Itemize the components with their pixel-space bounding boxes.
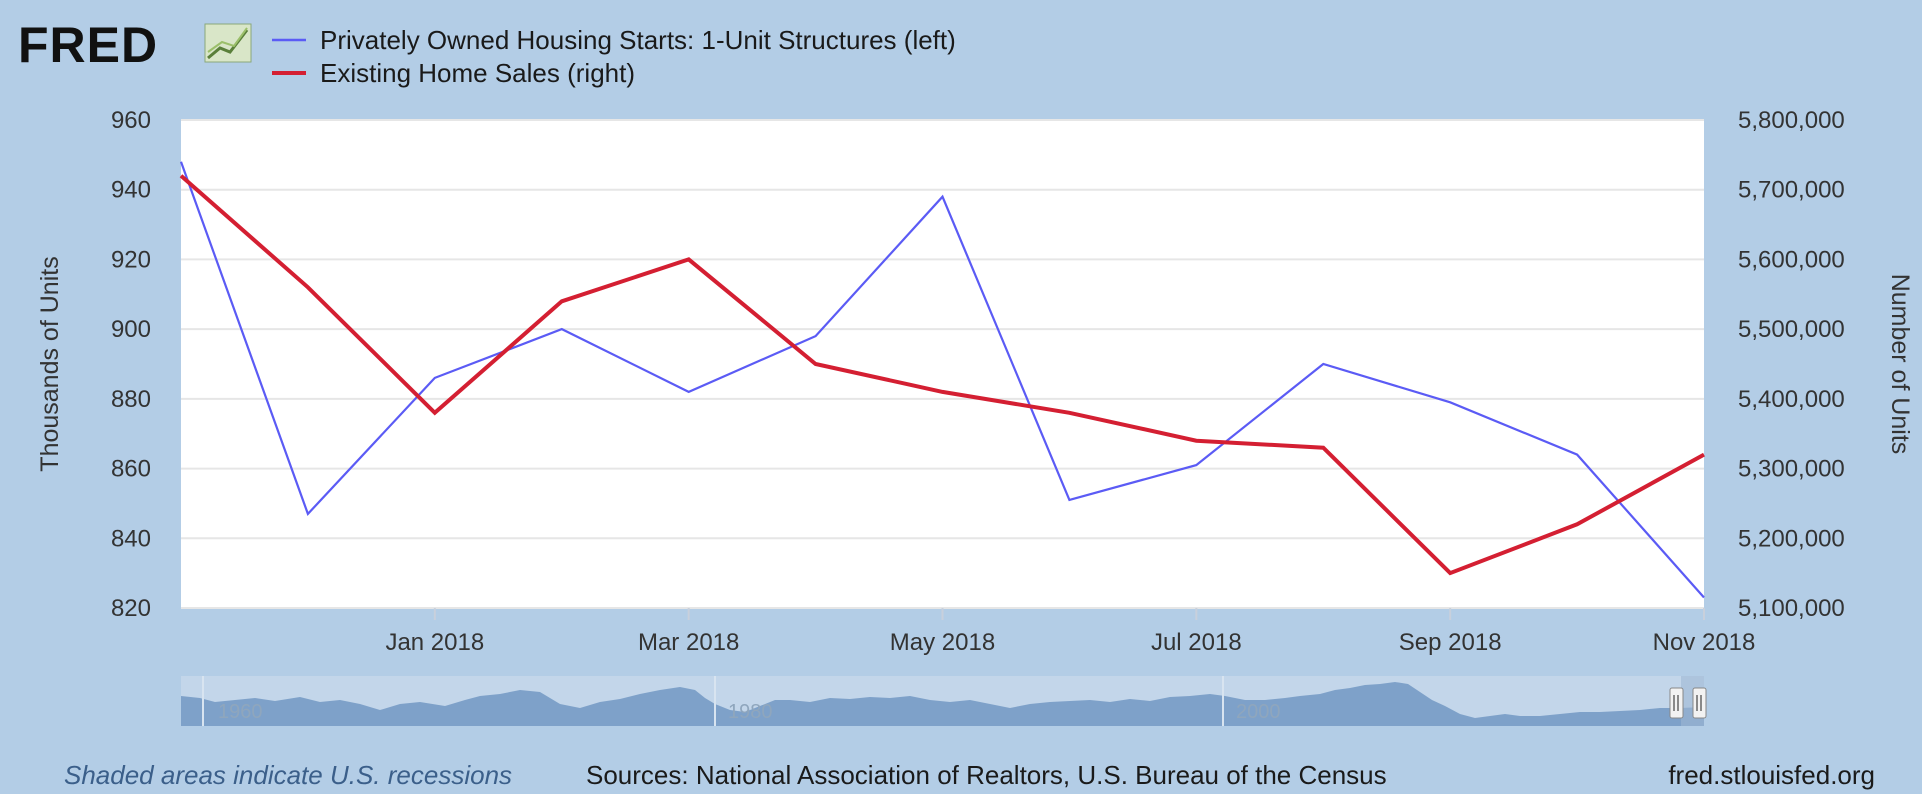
y-axis-right: 5,800,000 5,700,000 5,600,000 5,500,000 5,40… (1738, 107, 1845, 622)
y2-tick-label: 5,100,000 (1738, 595, 1845, 622)
y-tick-label: 940 (111, 177, 151, 204)
x-tick-label: Jul 2018 (1151, 629, 1242, 656)
x-tick-label: Sep 2018 (1399, 629, 1502, 656)
y2-tick-label: 5,500,000 (1738, 316, 1845, 343)
recession-note: Shaded areas indicate U.S. recessions (64, 760, 512, 790)
y-tick-label: 820 (111, 595, 151, 622)
y2-tick-label: 5,700,000 (1738, 177, 1845, 204)
x-axis: Jan 2018 Mar 2018 May 2018 Jul 2018 Sep 2018… (385, 608, 1755, 656)
x-tick-label: Nov 2018 (1653, 629, 1756, 656)
fred-logo[interactable]: FRED (18, 17, 158, 73)
navigator-label-1960: 1960 (218, 701, 263, 723)
y-axis-left: 960 940 920 900 880 860 840 820 (111, 107, 151, 622)
y-tick-label: 960 (111, 107, 151, 134)
navigator-label-2000: 2000 (1236, 701, 1281, 723)
y-tick-label: 840 (111, 525, 151, 552)
y-tick-label: 900 (111, 316, 151, 343)
fred-logo-graph-icon (204, 23, 252, 63)
y2-tick-label: 5,600,000 (1738, 246, 1845, 273)
y2-tick-label: 5,200,000 (1738, 525, 1845, 552)
x-tick-label: Jan 2018 (385, 629, 484, 656)
navigator-handle-right[interactable] (1692, 687, 1707, 719)
y-axis-title-left: Thousands of Units (36, 256, 64, 471)
y-tick-label: 860 (111, 456, 151, 483)
plot-area (181, 120, 1704, 608)
navigator-area (181, 682, 1704, 726)
y-tick-label: 920 (111, 246, 151, 273)
range-navigator[interactable]: 1960 1980 2000 (181, 676, 1707, 726)
y2-tick-label: 5,800,000 (1738, 107, 1845, 134)
series-lines (179, 161, 1705, 599)
legend: Privately Owned Housing Starts: 1-Unit S… (272, 25, 956, 88)
sources-text: Sources: National Association of Realtor… (586, 760, 1387, 790)
x-tick-label: Mar 2018 (638, 629, 739, 656)
series-line-existing-home-sales[interactable] (179, 174, 1705, 576)
y2-tick-label: 5,300,000 (1738, 456, 1845, 483)
site-link[interactable]: fred.stlouisfed.org (1668, 760, 1875, 790)
navigator-handle-left[interactable] (1669, 687, 1684, 719)
legend-label[interactable]: Privately Owned Housing Starts: 1-Unit S… (320, 25, 956, 55)
legend-label[interactable]: Existing Home Sales (right) (320, 58, 635, 88)
x-tick-label: May 2018 (890, 629, 995, 656)
y2-tick-label: 5,400,000 (1738, 386, 1845, 413)
y-tick-label: 880 (111, 386, 151, 413)
series-line-housing-starts[interactable] (179, 161, 1705, 599)
y-axis-title-right: Number of Units (1886, 274, 1914, 455)
navigator-label-1980: 1980 (728, 701, 773, 723)
